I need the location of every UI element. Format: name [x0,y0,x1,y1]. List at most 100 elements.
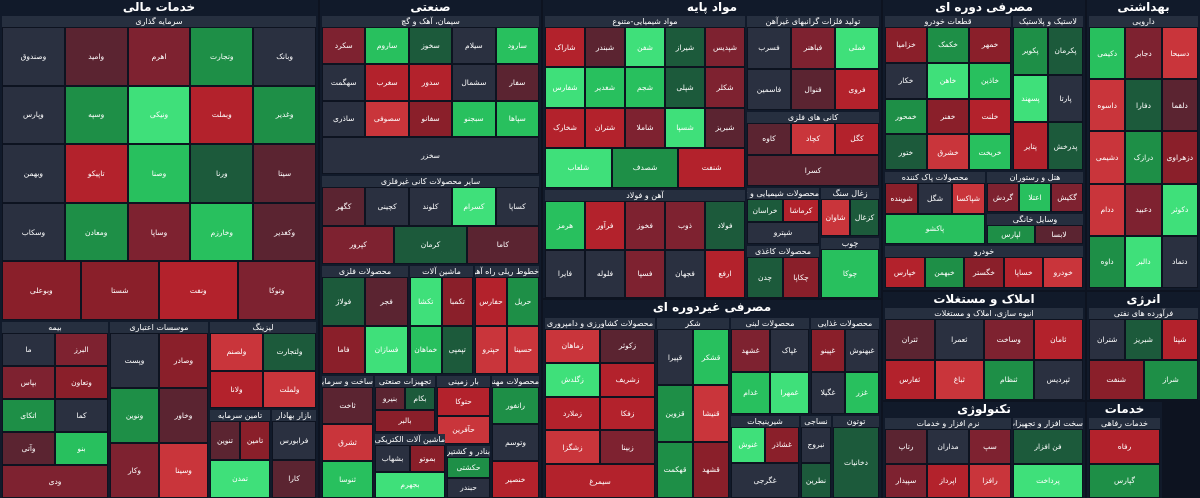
stock-tile[interactable]: ددام [1089,183,1126,236]
stock-tile[interactable]: کاما [466,225,539,264]
stock-tile[interactable]: غگرجی [731,462,799,498]
stock-tile[interactable]: قشهد [693,441,729,498]
stock-tile[interactable]: زماهان [545,329,600,363]
stock-tile[interactable]: غبهنوش [845,329,879,372]
stock-tile[interactable]: ثفارس [885,359,935,400]
stock-tile[interactable]: قنیشا [693,385,729,442]
stock-tile[interactable]: ثپردیس [1033,359,1083,400]
stock-tile[interactable]: کسرا [747,154,879,186]
stock-tile[interactable]: شکلر [705,67,745,108]
stock-tile[interactable]: شاراک [545,27,585,68]
stock-tile[interactable]: ثامان [1033,319,1083,360]
stock-tile[interactable]: سهگمت [322,63,366,101]
stock-tile[interactable]: پکرمان [1048,27,1083,75]
stock-tile[interactable]: پکویر [1013,27,1048,75]
stock-tile[interactable]: چوکا [821,249,879,298]
stock-tile[interactable]: کزغال [850,199,879,236]
stock-tile[interactable]: دشیمی [1089,131,1126,184]
stock-tile[interactable]: دجابر [1125,27,1162,80]
stock-tile[interactable]: اعتلا [1019,183,1051,212]
stock-tile[interactable]: زشگزا [545,430,600,465]
stock-tile[interactable]: شستا [80,261,159,320]
stock-tile[interactable]: سفار [495,63,539,101]
stock-tile[interactable]: غمهرا [770,371,809,414]
stock-tile[interactable]: کرماشا [783,199,819,222]
stock-tile[interactable]: ورنا [190,144,254,203]
stock-tile[interactable]: قپیرا [657,329,693,386]
stock-tile[interactable]: فسرب [747,27,791,69]
stock-tile[interactable]: اتکای [2,399,55,432]
stock-tile[interactable]: قزوین [657,385,693,442]
stock-tile[interactable]: فسازان [365,325,408,374]
stock-tile[interactable]: شسپا [665,107,705,148]
stock-tile[interactable]: فایرا [545,249,585,298]
stock-tile[interactable]: دفارا [1125,79,1162,132]
stock-tile[interactable]: زشریف [600,362,655,397]
stock-tile[interactable]: شپدیس [705,27,745,68]
stock-tile[interactable]: حفارس [475,277,507,326]
stock-tile[interactable]: فرابورس [272,421,316,460]
stock-tile[interactable]: وتوسم [492,424,539,461]
stock-tile[interactable]: وتوکا [237,261,316,320]
stock-tile[interactable]: ونوین [110,388,159,443]
stock-tile[interactable]: شغدیر [585,67,625,108]
stock-tile[interactable]: ثاخت [322,387,373,424]
stock-tile[interactable]: کگل [835,123,879,155]
stock-tile[interactable]: داسوه [1089,79,1126,132]
stock-tile[interactable]: فلوله [585,249,625,298]
stock-tile[interactable]: دتماد [1161,235,1198,288]
stock-tile[interactable]: ساروم [365,27,409,64]
stock-tile[interactable]: وساخت [984,319,1034,360]
stock-tile[interactable]: وخارزم [190,202,254,262]
stock-tile[interactable]: غشهد [731,329,770,372]
stock-tile[interactable]: سصوفی [365,100,409,138]
stock-tile[interactable]: بموتو [410,445,445,472]
stock-tile[interactable]: ثشرق [322,424,373,461]
stock-tile[interactable]: ثنوسا [322,461,373,498]
stock-tile[interactable]: ما [2,333,55,366]
stock-tile[interactable]: شوینده [885,183,919,214]
stock-tile[interactable]: سخزر [322,137,539,174]
stock-tile[interactable]: فولاژ [322,277,365,326]
stock-tile[interactable]: سکرد [322,27,366,64]
stock-tile[interactable]: شپاکسا [951,183,985,214]
stock-tile[interactable]: ونیکی [127,85,191,145]
stock-tile[interactable]: تکمبا [441,277,473,326]
stock-tile[interactable]: خگستر [964,257,1004,288]
stock-tile[interactable]: وآتی [2,432,55,465]
stock-tile[interactable]: رافزا [969,463,1011,498]
stock-tile[interactable]: دسبحا [1161,27,1198,80]
stock-tile[interactable]: ثنظام [984,359,1034,400]
stock-tile[interactable]: زملارد [545,396,600,431]
stock-tile[interactable]: حریل [507,277,539,326]
stock-tile[interactable]: خفنر [927,98,969,135]
stock-tile[interactable]: فولاد [705,201,745,250]
stock-tile[interactable]: فملی [835,27,879,69]
stock-tile[interactable]: سپاها [495,100,539,138]
stock-tile[interactable]: حپترو [475,325,507,374]
stock-tile[interactable]: بجهرم [375,471,445,498]
stock-tile[interactable]: شیراز [665,27,705,68]
stock-tile[interactable]: دعبید [1125,183,1162,236]
stock-tile[interactable]: تکشا [410,277,442,326]
stock-tile[interactable]: شبندر [585,27,625,68]
stock-tile[interactable]: زبینا [600,430,655,465]
stock-tile[interactable]: خاهن [927,62,969,99]
stock-tile[interactable]: خمهر [969,27,1011,63]
stock-tile[interactable]: وکار [110,443,159,498]
stock-tile[interactable]: وصادر [159,333,208,388]
stock-tile[interactable]: خزامیا [885,27,927,63]
stock-tile[interactable]: دخانیات [833,427,879,498]
stock-tile[interactable]: کارا [272,459,316,498]
stock-tile[interactable]: قهکمت [657,441,693,498]
stock-tile[interactable]: چدن [747,257,783,298]
stock-tile[interactable]: فنوال [791,68,835,110]
stock-tile[interactable]: خراسان [747,199,783,222]
stock-tile[interactable]: سپیدار [885,463,927,498]
stock-tile[interactable]: ثتران [885,319,935,360]
stock-tile[interactable]: هرمز [545,201,585,250]
stock-tile[interactable]: زگلدش [545,362,600,397]
stock-tile[interactable]: غزر [845,371,879,414]
stock-tile[interactable]: غپاک [770,329,809,372]
stock-tile[interactable]: حآفرین [437,415,490,444]
